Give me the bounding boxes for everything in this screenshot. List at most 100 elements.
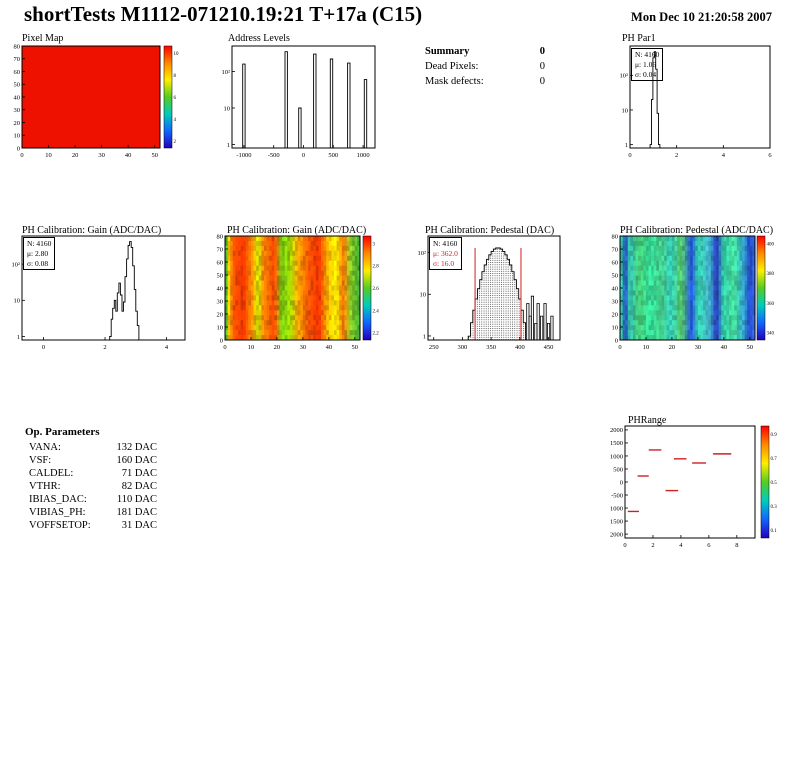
svg-text:10²: 10² — [620, 73, 629, 80]
svg-text:4: 4 — [165, 344, 169, 351]
svg-text:6: 6 — [707, 542, 711, 549]
svg-text:10²: 10² — [222, 69, 231, 76]
svg-text:1000: 1000 — [610, 453, 623, 460]
op-parameter-value: 82 DAC — [121, 481, 157, 492]
op-parameter-row: VIBIAS_PH: 181 DAC — [25, 506, 157, 519]
svg-text:1: 1 — [625, 142, 628, 149]
op-parameter-label: VTHR: — [29, 481, 61, 492]
gain-hist-plot: 0 2 4 1 10 10² — [12, 235, 186, 351]
svg-text:60: 60 — [14, 69, 21, 76]
svg-text:10: 10 — [174, 52, 180, 57]
op-parameter-row: VANA: 132 DAC — [25, 441, 157, 454]
pedestal-map-title: PH Calibration: Pedestal (ADC/DAC) — [620, 225, 774, 236]
phrange-plot: 0 2 4 6 8 2000 1500 1000 500 0 -500 1000 1500 2000 0.9… — [610, 425, 778, 549]
op-parameter-value: 31 DAC — [121, 520, 157, 531]
svg-text:0.7: 0.7 — [771, 457, 778, 462]
svg-text:60: 60 — [612, 259, 619, 266]
svg-text:2: 2 — [174, 140, 177, 145]
op-parameter-value: 110 DAC — [116, 494, 157, 505]
op-parameter-row: IBIAS_DAC: 110 DAC — [25, 493, 157, 506]
svg-text:2.8: 2.8 — [373, 265, 380, 270]
svg-text:20: 20 — [72, 152, 79, 159]
gain-hist-panel: PH Calibration: Gain (ADC/DAC) 0 2 4 1 10 10²… — [0, 222, 200, 352]
svg-text:1: 1 — [423, 333, 426, 340]
svg-text:300: 300 — [458, 344, 468, 351]
stats-entries: N: 4160 — [27, 239, 52, 248]
svg-text:0: 0 — [20, 152, 23, 159]
svg-text:80: 80 — [14, 43, 21, 50]
svg-text:6: 6 — [768, 152, 772, 159]
svg-text:70: 70 — [14, 56, 21, 63]
phrange-panel: PHRange 0 2 4 6 8 2000 1500 1000 500 0 -500 1000 150… — [603, 412, 796, 554]
svg-text:70: 70 — [217, 246, 224, 253]
op-parameter-row: VSF: 160 DAC — [25, 454, 157, 467]
svg-text:70: 70 — [612, 246, 619, 253]
svg-text:6: 6 — [174, 96, 177, 101]
stats-mean: μ: 362.0 — [433, 248, 458, 258]
ph-par1-panel: PH Par1 0 2 4 6 1 10 10² N: 4160 μ: 1.06 σ: 0.… — [606, 30, 796, 160]
op-parameter-value: 160 DAC — [116, 455, 157, 466]
svg-text:50: 50 — [217, 272, 224, 279]
svg-text:500: 500 — [613, 466, 623, 473]
address-levels-panel: Address Levels -1000 -500 0 500 1000 1 10 10² — [210, 30, 395, 160]
svg-text:-500: -500 — [611, 492, 623, 499]
svg-text:250: 250 — [429, 344, 439, 351]
svg-text:30: 30 — [14, 107, 21, 114]
pixel-map-title: Pixel Map — [22, 33, 64, 44]
svg-text:80: 80 — [612, 233, 619, 240]
pedestal-hist-panel: PH Calibration: Pedestal (DAC) 250 300 350… — [406, 222, 591, 352]
ph-par1-stats-box: N: 4160 μ: 1.06 σ: 0.04 — [631, 48, 664, 82]
ph-par1-title: PH Par1 — [622, 33, 656, 44]
svg-text:0: 0 — [302, 152, 305, 159]
svg-text:340: 340 — [767, 332, 775, 337]
svg-text:2.4: 2.4 — [373, 309, 380, 314]
svg-text:2: 2 — [675, 152, 678, 159]
gain-map-plot: 0 10 20 30 40 50 0 10 20 30 40 50 60 70 80 3 2.8 2.6 2.4 2.… — [217, 233, 380, 351]
op-parameter-value: 132 DAC — [116, 442, 157, 453]
svg-text:10: 10 — [45, 152, 52, 159]
summary-title: Summary — [425, 46, 470, 57]
svg-text:10: 10 — [612, 324, 619, 331]
svg-text:8: 8 — [735, 542, 738, 549]
svg-text:1000: 1000 — [610, 505, 623, 512]
svg-text:20: 20 — [669, 344, 676, 351]
pedestal-hist-stats-box: N: 4160 μ: 362.0 σ: 16.0 — [429, 237, 462, 271]
stats-sigma: σ: 16.0 — [433, 258, 455, 268]
svg-text:50: 50 — [352, 344, 359, 351]
svg-text:0.3: 0.3 — [771, 505, 778, 510]
summary-panel: Summary 0 Dead Pixels: 0 Mask defects: 0 — [425, 44, 545, 89]
ph-par1-plot: 0 2 4 6 1 10 10² — [620, 45, 772, 159]
svg-text:4: 4 — [722, 152, 726, 159]
svg-text:8: 8 — [174, 74, 177, 79]
page-title: shortTests M1112-071210.19:21 T+17a (C15… — [24, 2, 423, 26]
stats-sigma: σ: 0.04 — [635, 69, 657, 79]
svg-text:20: 20 — [217, 311, 224, 318]
svg-text:30: 30 — [695, 344, 702, 351]
svg-text:1000: 1000 — [357, 152, 370, 159]
svg-text:40: 40 — [721, 344, 728, 351]
svg-text:500: 500 — [328, 152, 338, 159]
svg-text:20: 20 — [612, 311, 619, 318]
pixel-map-plot: 0 10 20 30 40 50 0 10 20 30 40 50 60 70 80 10 8 6 4 2 — [14, 43, 180, 159]
timestamp: Mon Dec 10 21:20:58 2007 — [631, 10, 772, 24]
svg-text:1500: 1500 — [610, 518, 623, 525]
gain-hist-title: PH Calibration: Gain (ADC/DAC) — [22, 225, 162, 236]
svg-text:2000: 2000 — [610, 427, 623, 434]
op-parameter-label: VSF: — [29, 455, 52, 466]
op-parameter-label: VANA: — [29, 442, 61, 453]
pedestal-map-panel: PH Calibration: Pedestal (ADC/DAC) 0 10 20… — [598, 222, 796, 352]
svg-text:30: 30 — [300, 344, 307, 351]
svg-text:-500: -500 — [268, 152, 280, 159]
svg-text:10: 10 — [622, 107, 629, 114]
svg-text:2000: 2000 — [610, 531, 623, 538]
svg-text:400: 400 — [515, 344, 525, 351]
svg-text:50: 50 — [14, 82, 21, 89]
svg-text:10²: 10² — [418, 250, 427, 257]
op-parameters-panel: Op. Parameters VANA: 132 DAC VSF: 160 DA… — [25, 426, 157, 532]
pedestal-map-plot: 0 10 20 30 40 50 0 10 20 30 40 50 60 70 80 400 380 360 340 — [612, 233, 775, 351]
svg-text:50: 50 — [151, 152, 158, 159]
svg-text:0.5: 0.5 — [771, 481, 778, 486]
pedestal-hist-plot: 250 300 350 400 450 1 10 10² — [418, 235, 561, 351]
svg-text:0: 0 — [223, 344, 226, 351]
